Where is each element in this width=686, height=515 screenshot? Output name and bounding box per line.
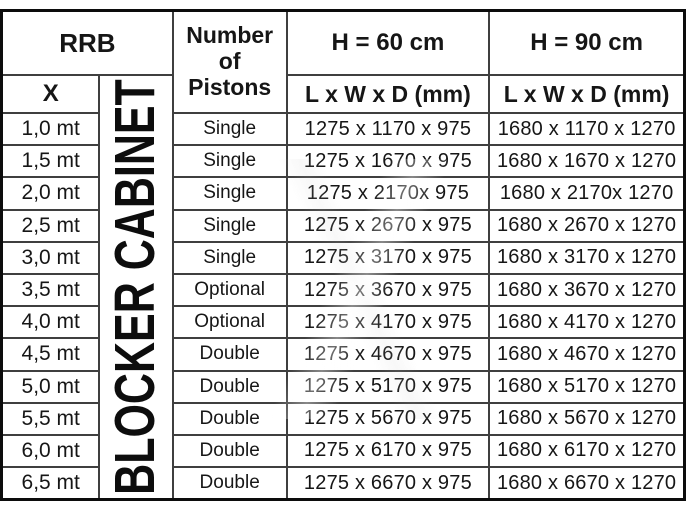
row-x-label: 5,0 mt [0, 369, 101, 404]
header-pistons-label: Number of Pistons [186, 22, 274, 100]
row-x-label: 1,5 mt [0, 144, 101, 179]
table-row: 2,0 mt Single 1275 x 2170x 975 1680 x 2170x… [0, 176, 686, 211]
header-dims-60: L x W x D (mm) [285, 74, 491, 114]
row-dim-h60: 1275 x 4670 x 975 [285, 337, 491, 372]
row-pistons: Double [171, 401, 288, 436]
table-row: 6,0 mt Double 1275 x 6170 x 975 1680 x 6170… [0, 433, 686, 469]
row-pistons: Single [171, 240, 288, 275]
table-row: 4,0 mt Optional 1275 x 4170 x 975 1680 x 41… [0, 305, 686, 340]
header-pistons: Number of Pistons [171, 9, 288, 114]
table-body: RRB Number of Pistons H = 60 cm H = 90 c… [0, 9, 686, 501]
row-dim-h90: 1680 x 3670 x 1270 [488, 272, 686, 308]
header-x: X [0, 74, 101, 114]
row-x-label: 6,0 mt [0, 433, 101, 469]
row-dim-h60: 1275 x 3670 x 975 [285, 272, 491, 308]
row-dim-h60: 1275 x 4170 x 975 [285, 305, 491, 340]
row-pistons: Optional [171, 272, 288, 308]
row-pistons: Optional [171, 305, 288, 340]
table-row: 1,5 mt Single 1275 x 1670 x 975 1680 x 1670… [0, 144, 686, 179]
row-dim-h60: 1275 x 1170 x 975 [285, 111, 491, 147]
row-dim-h60: 1275 x 3170 x 975 [285, 240, 491, 275]
blocker-cabinet-table: RRB Number of Pistons H = 60 cm H = 90 c… [0, 9, 686, 502]
row-dim-h60: 1275 x 1670 x 975 [285, 144, 491, 179]
row-pistons: Single [171, 144, 288, 179]
row-dim-h90: 1680 x 5170 x 1270 [488, 369, 686, 404]
table-row: 5,0 mt Double 1275 x 5170 x 975 1680 x 5170… [0, 369, 686, 404]
row-x-label: 3,0 mt [0, 240, 101, 275]
header-rrb: RRB [0, 9, 174, 76]
row-x-label: 5,5 mt [0, 401, 101, 436]
row-dim-h60: 1275 x 5670 x 975 [285, 401, 491, 436]
row-pistons: Single [171, 208, 288, 243]
table-row: 3,5 mt Optional 1275 x 3670 x 975 1680 x 36… [0, 272, 686, 308]
spec-sheet: RRB Number of Pistons H = 60 cm H = 90 c… [0, 9, 686, 502]
row-dim-h90: 1680 x 1670 x 1270 [488, 144, 686, 179]
table-row: 1,0 mt Single 1275 x 1170 x 975 1680 x 1170… [0, 111, 686, 147]
table-row: 6,5 mt Double 1275 x 6670 x 975 1680 x 6670… [0, 466, 686, 501]
header-h60: H = 60 cm [285, 9, 491, 76]
row-dim-h90: 1680 x 2670 x 1270 [488, 208, 686, 243]
cabinet-label: BLOCKER CABINET [103, 79, 168, 495]
row-x-label: 3,5 mt [0, 272, 101, 308]
row-pistons: Single [171, 176, 288, 211]
row-x-label: 4,5 mt [0, 337, 101, 372]
row-x-label: 2,0 mt [0, 176, 101, 211]
row-dim-h90: 1680 x 3170 x 1270 [488, 240, 686, 275]
header-row-sub: X BLOCKER CABINET L x W x D (mm) L x W x… [0, 74, 686, 501]
row-dim-h90: 1680 x 5670 x 1270 [488, 401, 686, 436]
header-h90: H = 90 cm [488, 9, 686, 76]
row-pistons: Double [171, 337, 288, 372]
row-dim-h90: 1680 x 6170 x 1270 [488, 433, 686, 469]
row-pistons: Double [171, 369, 288, 404]
row-x-label: 2,5 mt [0, 208, 101, 243]
row-dim-h90: 1680 x 2170x 1270 [488, 176, 686, 211]
row-x-label: 4,0 mt [0, 305, 101, 340]
cabinet-cell: BLOCKER CABINET [98, 74, 174, 501]
row-pistons: Double [171, 433, 288, 469]
table-row: 5,5 mt Double 1275 x 5670 x 975 1680 x 5670… [0, 401, 686, 436]
table-row: 3,0 mt Single 1275 x 3170 x 975 1680 x 3170… [0, 240, 686, 275]
row-x-label: 6,5 mt [0, 466, 101, 501]
row-dim-h60: 1275 x 6670 x 975 [285, 466, 491, 501]
table-row: 4,5 mt Double 1275 x 4670 x 975 1680 x 4670… [0, 337, 686, 372]
row-dim-h90: 1680 x 4170 x 1270 [488, 305, 686, 340]
row-dim-h60: 1275 x 5170 x 975 [285, 369, 491, 404]
row-dim-h90: 1680 x 6670 x 1270 [488, 466, 686, 501]
row-dim-h60: 1275 x 2170x 975 [285, 176, 491, 211]
row-pistons: Double [171, 466, 288, 501]
header-dims-90: L x W x D (mm) [488, 74, 686, 114]
table-row: 2,5 mt Single 1275 x 2670 x 975 1680 x 2670… [0, 208, 686, 243]
header-row-top: RRB Number of Pistons H = 60 cm H = 90 c… [0, 9, 686, 114]
row-dim-h60: 1275 x 2670 x 975 [285, 208, 491, 243]
row-dim-h90: 1680 x 1170 x 1270 [488, 111, 686, 147]
row-x-label: 1,0 mt [0, 111, 101, 147]
row-dim-h90: 1680 x 4670 x 1270 [488, 337, 686, 372]
row-dim-h60: 1275 x 6170 x 975 [285, 433, 491, 469]
row-pistons: Single [171, 111, 288, 147]
